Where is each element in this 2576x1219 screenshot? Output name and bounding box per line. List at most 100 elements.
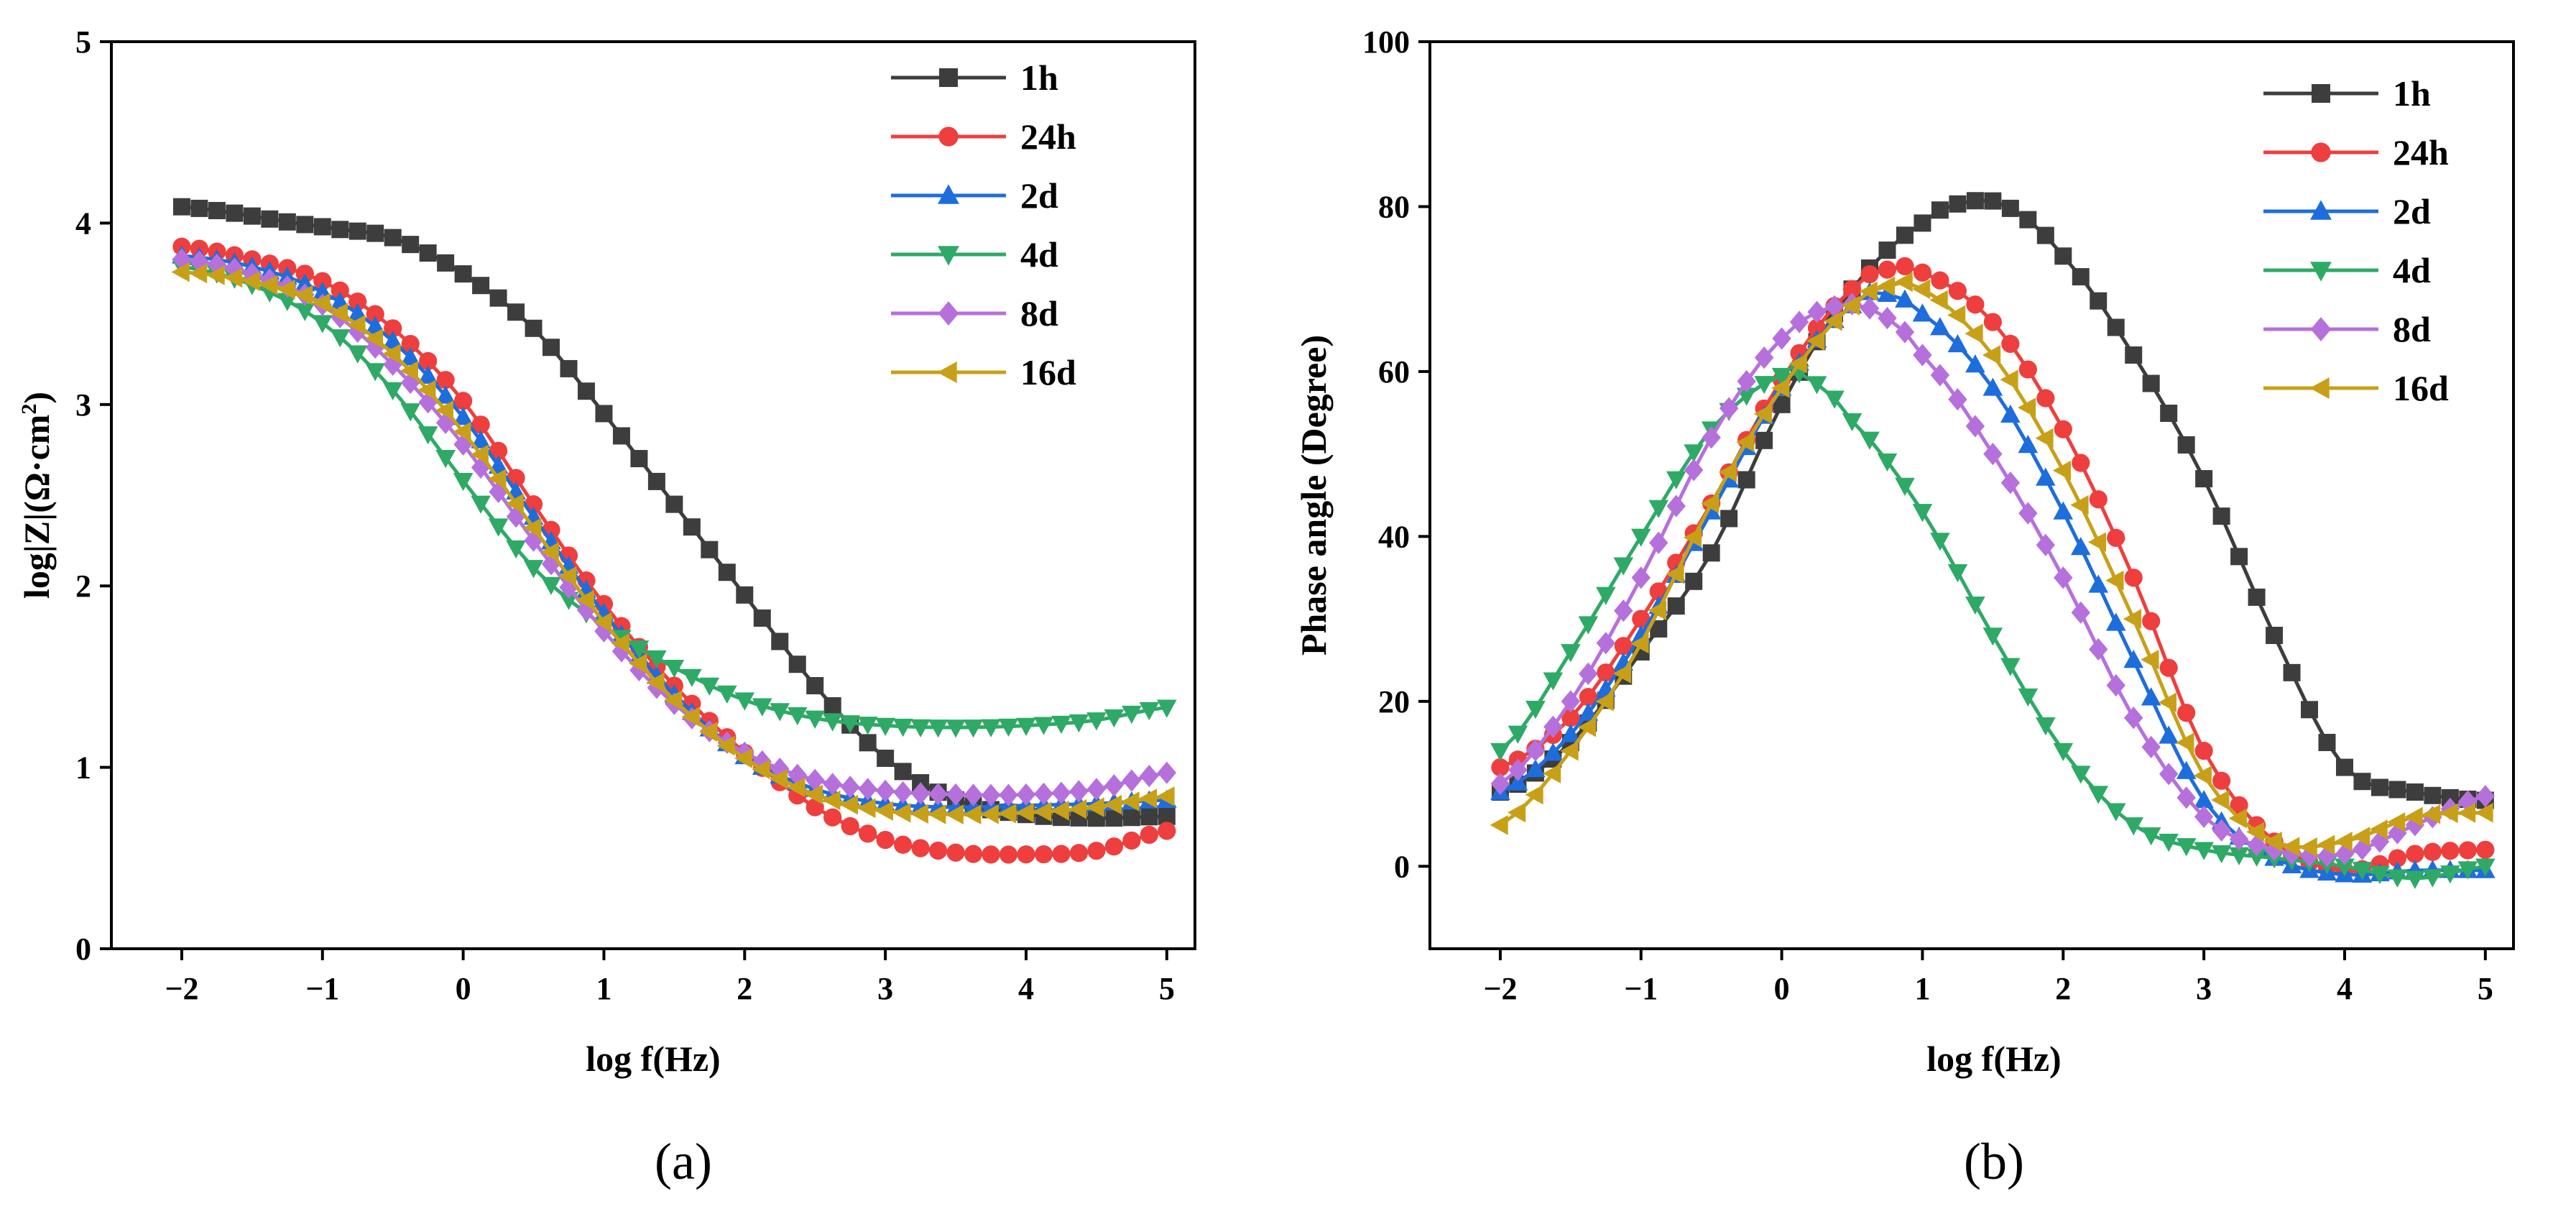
panel-b-marker-16d (1718, 462, 1737, 482)
panel-b-marker-24h (2124, 569, 2143, 587)
panel-b-marker-1h (1913, 214, 1931, 232)
panel-a-marker-1h (278, 213, 296, 231)
panel-a-marker-24h (436, 371, 455, 390)
panel-b-marker-8d (1649, 531, 1668, 554)
panel-a-xtick-label: 5 (1159, 971, 1175, 1006)
panel-b: −2 −1 0 1 2 3 4 5 0 20 40 60 80 100 1h 24h 2d 4d 8d 16d lo… (1293, 24, 2515, 1190)
panel-b-marker-1h (1984, 192, 2002, 210)
panel-b-marker-16d (1824, 310, 1842, 331)
panel-a-marker-8d (629, 658, 649, 682)
panel-b-marker-4d (2211, 845, 2232, 864)
panel-b-marker-16d (1947, 305, 1966, 326)
panel-a-marker-4d (1016, 717, 1036, 736)
panel-b-marker-1h (2019, 211, 2037, 229)
panel-b-marker-8d (2159, 763, 2179, 786)
panel-b-marker-24h (2476, 840, 2495, 859)
panel-b-marker-24h (2142, 612, 2161, 630)
panel-a-marker-2d (382, 331, 403, 349)
panel-b-marker-24h (2194, 742, 2213, 760)
panel-a-marker-8d (858, 778, 877, 801)
panel-b-marker-1h (2195, 470, 2213, 488)
panel-b-marker-1h (2353, 773, 2371, 791)
panel-b-ytick-label: 80 (1378, 189, 1410, 224)
panel-b-marker-16d (1736, 432, 1755, 452)
panel-a-line-16d (181, 270, 1168, 816)
panel-b-marker-16d (2387, 812, 2406, 832)
panel-b-marker-16d (1577, 717, 1597, 737)
panel-a-marker-8d (928, 783, 948, 806)
panel-b-marker-2d (2036, 467, 2056, 486)
panel-a-marker-4d (787, 707, 808, 726)
panel-b-marker-24h (2177, 704, 2196, 722)
panel-b-ytick-label: 20 (1378, 684, 1410, 719)
panel-b-marker-16d (1683, 528, 1702, 548)
panel-a-marker-16d (716, 735, 735, 756)
panel-b-marker-16d (2052, 460, 2072, 481)
panel-a-marker-24h (348, 292, 367, 311)
panel-a-legend-label: 1h (1020, 58, 1058, 98)
panel-a-marker-16d (1051, 800, 1069, 821)
panel-a-marker-16d (734, 748, 753, 768)
panel-b-marker-4d (1508, 725, 1528, 744)
panel-a-legend-label: 2d (1020, 175, 1058, 216)
panel-b-marker-8d (1965, 415, 1985, 438)
panel-b-marker-1h (2370, 778, 2388, 796)
panel-b-ticks: −2 −1 0 1 2 3 4 5 0 20 40 60 80 100 (1362, 24, 2493, 1006)
panel-b-marker-24h (1597, 663, 1615, 682)
panel-b-marker-16d (1595, 691, 1614, 712)
panel-b-ytick-label: 100 (1362, 24, 1410, 60)
panel-a-marker-24h (823, 808, 842, 827)
panel-b-marker-16d (1666, 564, 1684, 584)
panel-a-marker-4d (752, 698, 772, 717)
panel-a-marker-8d (964, 783, 983, 806)
panel-b-marker-16d (2317, 834, 2335, 855)
panel-b-marker-4d (1666, 471, 1686, 489)
panel-b-marker-4d (1684, 444, 1704, 463)
panel-a-marker-8d (506, 505, 526, 528)
panel-a-marker-16d (611, 633, 629, 653)
panel-b-legend-marker (2310, 200, 2332, 220)
panel-b-marker-1h (1667, 597, 1685, 615)
panel-a-marker-16d (681, 707, 700, 727)
panel-b-marker-1h (2090, 292, 2108, 310)
panel-b-marker-24h (1966, 295, 1985, 314)
panel-b-legend-label: 24h (2393, 132, 2449, 172)
panel-b-marker-4d (1596, 586, 1616, 605)
panel-b-marker-16d (1701, 493, 1719, 514)
panel-a-marker-8d (383, 353, 402, 376)
panel-b-marker-8d (1719, 397, 1739, 420)
panel-a-marker-16d (839, 794, 858, 815)
panel-a-ylabel: log|Z|(Ω·cm2) (17, 392, 57, 599)
panel-b-marker-8d (2247, 834, 2266, 857)
panel-a-legend-label: 24h (1020, 116, 1076, 157)
panel-a-legend-marker (938, 184, 959, 204)
panel-a-marker-24h (1017, 845, 1035, 864)
panel-b-marker-8d (1702, 426, 1721, 449)
panel-b-legend-marker (2312, 84, 2330, 103)
panel-a-marker-8d (823, 773, 842, 796)
panel-b-marker-24h (1561, 709, 1580, 727)
panel-b-marker-4d (2088, 786, 2109, 804)
panel-a-marker-1h (771, 632, 789, 650)
panel-b-marker-8d (1754, 346, 1774, 369)
panel-b-marker-8d (1878, 306, 1897, 330)
panel-a-marker-16d (576, 589, 594, 610)
panel-b-marker-2d (2053, 501, 2074, 520)
panel-b-marker-8d (1543, 715, 1563, 738)
panel-a-marker-4d (1051, 715, 1071, 735)
panel-a-marker-1h (226, 204, 244, 222)
panel-b-marker-4d (2335, 858, 2355, 877)
panel-a-marker-16d (206, 265, 225, 285)
panel-b-marker-16d (2334, 832, 2353, 852)
panel-a-marker-16d (874, 801, 893, 821)
panel-a-ytick-label: 0 (75, 932, 91, 967)
panel-b-marker-4d (2440, 865, 2460, 884)
panel-b-marker-24h (1878, 260, 1897, 279)
panel-b-marker-1h (2230, 548, 2248, 566)
panel-b-marker-16d (2087, 532, 2107, 553)
panel-b-marker-4d (1806, 376, 1827, 395)
panel-a-marker-4d (770, 703, 790, 722)
panel-a-marker-16d (998, 804, 1017, 824)
panel-b-marker-24h (1896, 257, 1914, 275)
panel-b-marker-4d (2018, 688, 2039, 707)
